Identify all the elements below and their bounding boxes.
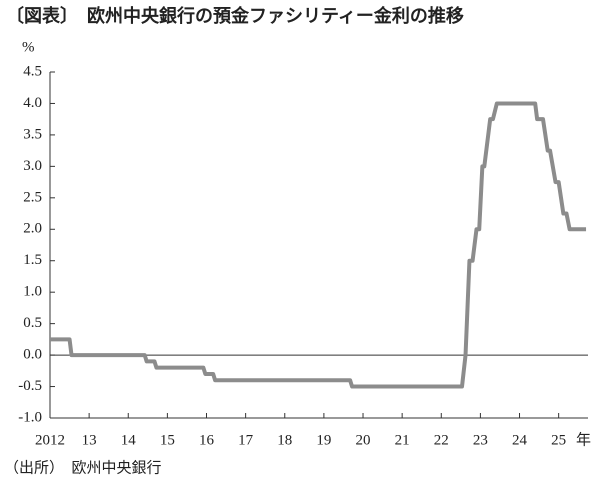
x-tick-label: 20 — [356, 432, 371, 448]
y-tick-label: -1.0 — [18, 409, 42, 425]
y-tick-label: 3.5 — [23, 126, 42, 142]
y-tick-label: 2.0 — [23, 221, 42, 237]
y-tick-label: 4.5 — [23, 63, 42, 79]
y-tick-label: 3.0 — [23, 158, 42, 174]
x-tick-label: 23 — [473, 432, 488, 448]
x-unit: 年 — [576, 431, 591, 448]
y-unit: % — [22, 39, 35, 55]
y-tick-label: 0.5 — [23, 315, 42, 331]
x-tick-label: 22 — [434, 432, 449, 448]
x-tick-label: 17 — [238, 432, 254, 448]
y-tick-label: 1.5 — [23, 252, 42, 268]
x-tick-label: 19 — [316, 432, 331, 448]
x-tick-label: 13 — [82, 432, 97, 448]
source: （出所） 欧州中央銀行 — [4, 459, 162, 476]
y-tick-label: 2.5 — [23, 189, 42, 205]
x-tick-label: 21 — [395, 432, 410, 448]
x-tick-label: 25 — [551, 432, 566, 448]
y-tick-label: 1.0 — [23, 284, 42, 300]
y-tick-label: 0.0 — [23, 347, 42, 363]
x-tick-label: 24 — [512, 432, 528, 448]
x-tick-label: 14 — [121, 432, 137, 448]
x-tick-label: 2012 — [35, 432, 65, 448]
chart-title: 〔図表〕 欧州中央銀行の預金ファシリティー金利の推移 — [6, 5, 464, 26]
x-tick-label: 18 — [277, 432, 292, 448]
x-tick-label: 16 — [199, 432, 215, 448]
y-tick-label: 4.0 — [23, 95, 42, 111]
y-tick-label: -0.5 — [18, 378, 42, 394]
x-tick-label: 15 — [160, 432, 175, 448]
line — [50, 101, 587, 389]
